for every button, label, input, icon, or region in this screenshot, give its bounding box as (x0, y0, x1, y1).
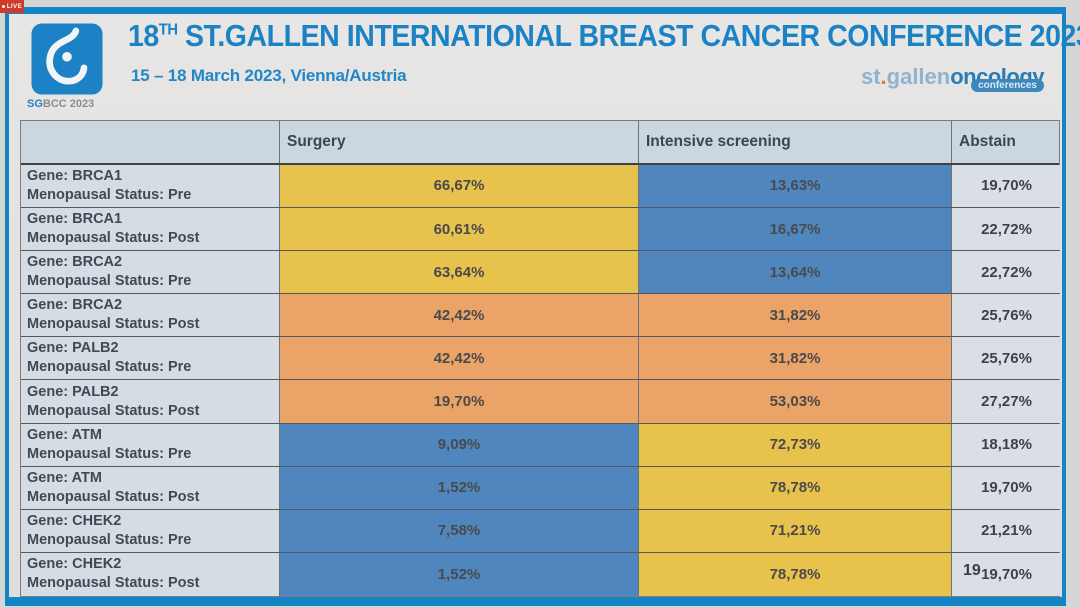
logo-caption: SGBCC 2023 (27, 98, 95, 110)
screening-value: 31,82% (638, 294, 951, 337)
surgery-value: 60,61% (279, 208, 638, 251)
screening-value: 31,82% (638, 337, 951, 380)
surgery-value: 66,67% (279, 164, 638, 208)
col-header-abstain: Abstain (951, 121, 1061, 163)
live-dot-icon (1, 5, 5, 8)
live-label: LIVE (6, 3, 23, 10)
status-label: Menopausal Status: Pre (27, 273, 192, 290)
row-label: Gene: PALB2 Menopausal Status: Post (21, 380, 279, 423)
surgery-value: 1,52% (279, 552, 638, 597)
voting-results-table: Surgery Intensive screening Abstain Gene… (20, 120, 1061, 597)
screening-value: 53,03% (638, 380, 951, 423)
abstain-value: 22,72% (951, 251, 1061, 294)
row-label: Gene: ATM Menopausal Status: Pre (21, 423, 279, 466)
surgery-value: 42,42% (279, 337, 638, 380)
row-label: Gene: CHEK2 Menopausal Status: Pre (21, 509, 279, 552)
table-row: Gene: PALB2 Menopausal Status: Post 19,70… (21, 380, 1061, 424)
table-row: Gene: BRCA1 Menopausal Status: Post 60,61… (21, 208, 1061, 252)
table-row: Gene: BRCA1 Menopausal Status: Pre 66,67%… (21, 164, 1061, 209)
screening-value: 13,63% (638, 164, 951, 208)
status-label: Menopausal Status: Post (27, 488, 200, 505)
abstain-value: 22,72% (951, 208, 1061, 251)
abstain-value: 21,21% (951, 509, 1061, 552)
row-label: Gene: BRCA2 Menopausal Status: Post (21, 294, 279, 337)
status-label: Menopausal Status: Post (27, 316, 200, 333)
gene-label: Gene: ATM (27, 426, 102, 443)
table-row: Gene: ATM Menopausal Status: Pre 9,09% 72… (21, 423, 1061, 467)
gene-label: Gene: BRCA2 (27, 297, 123, 314)
abstain-value: 19,70% (951, 164, 1061, 208)
col-header-intensive-screening: Intensive screening (638, 121, 951, 163)
surgery-value: 19,70% (279, 380, 638, 423)
conference-title: 18TH ST.GALLEN INTERNATIONAL BREAST CANC… (128, 18, 1080, 53)
gene-label: Gene: BRCA2 (27, 254, 123, 271)
table-row: Gene: CHEK2 Menopausal Status: Post 1,52%… (21, 552, 1061, 597)
gene-label: Gene: PALB2 (27, 383, 119, 400)
row-label: Gene: PALB2 Menopausal Status: Pre (21, 337, 279, 380)
abstain-value: 25,76% (951, 337, 1061, 380)
gene-label: Gene: BRCA1 (27, 211, 123, 228)
col-header-empty (21, 121, 279, 163)
abstain-value: 19,70% (951, 552, 1061, 597)
sgbcc-logo-icon (31, 23, 103, 95)
col-header-surgery: Surgery (279, 121, 638, 163)
screening-value: 78,78% (638, 552, 951, 597)
row-label: Gene: CHEK2 Menopausal Status: Post (21, 552, 279, 597)
status-label: Menopausal Status: Pre (27, 186, 192, 203)
row-label: Gene: BRCA2 Menopausal Status: Pre (21, 251, 279, 294)
status-label: Menopausal Status: Post (27, 575, 200, 592)
table-row: Gene: CHEK2 Menopausal Status: Pre 7,58% … (21, 509, 1061, 553)
status-label: Menopausal Status: Post (27, 402, 200, 419)
oncology-brand-logo: st.gallenoncology conferences (860, 64, 1044, 92)
abstain-value: 19,70% (951, 466, 1061, 509)
gene-label: Gene: BRCA1 (27, 167, 123, 184)
status-label: Menopausal Status: Pre (27, 445, 192, 462)
status-label: Menopausal Status: Pre (27, 359, 192, 376)
gene-label: Gene: ATM (27, 469, 102, 486)
slide: SGBCC 2023 18TH ST.GALLEN INTERNATIONAL … (5, 7, 1080, 606)
screening-value: 72,73% (638, 423, 951, 466)
surgery-value: 42,42% (279, 294, 638, 337)
live-badge: LIVE (0, 0, 24, 13)
table-row: Gene: BRCA2 Menopausal Status: Pre 63,64%… (21, 251, 1061, 295)
abstain-value: 18,18% (951, 423, 1061, 466)
status-label: Menopausal Status: Pre (27, 531, 192, 548)
screening-value: 16,67% (638, 208, 951, 251)
abstain-value: 27,27% (951, 380, 1061, 423)
gene-label: Gene: CHEK2 (27, 512, 122, 529)
gene-label: Gene: PALB2 (27, 340, 119, 357)
surgery-value: 1,52% (279, 466, 638, 509)
table-header-row: Surgery Intensive screening Abstain (21, 121, 1059, 165)
surgery-value: 9,09% (279, 423, 638, 466)
title-ordinal: TH (158, 21, 178, 39)
gene-label: Gene: CHEK2 (27, 556, 122, 573)
slide-page-number: 19 (963, 562, 981, 579)
abstain-value: 25,76% (951, 294, 1061, 337)
surgery-value: 7,58% (279, 509, 638, 552)
table-row: Gene: BRCA2 Menopausal Status: Post 42,42… (21, 294, 1061, 338)
screening-value: 71,21% (638, 509, 951, 552)
table-row: Gene: ATM Menopausal Status: Post 1,52% 7… (21, 466, 1061, 510)
screening-value: 13,64% (638, 251, 951, 294)
surgery-value: 63,64% (279, 251, 638, 294)
row-label: Gene: ATM Menopausal Status: Post (21, 466, 279, 509)
table-row: Gene: PALB2 Menopausal Status: Pre 42,42%… (21, 337, 1061, 381)
row-label: Gene: BRCA1 Menopausal Status: Post (21, 208, 279, 251)
screening-value: 78,78% (638, 466, 951, 509)
row-label: Gene: BRCA1 Menopausal Status: Pre (21, 164, 279, 208)
conferences-chip: conferences (971, 79, 1044, 92)
conference-subtitle: 15 – 18 March 2023, Vienna/Austria (131, 66, 407, 85)
status-label: Menopausal Status: Post (27, 230, 200, 247)
